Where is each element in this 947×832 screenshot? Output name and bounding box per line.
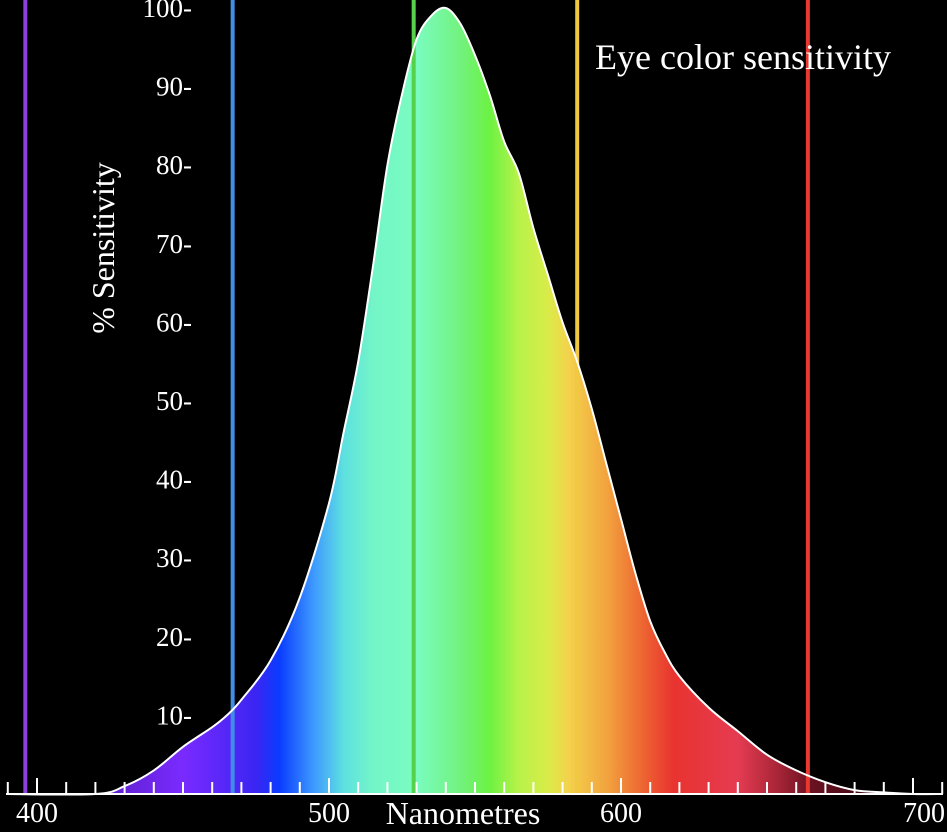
x-axis-ticks: 400 500 600 700 xyxy=(6,778,945,829)
sensitivity-area xyxy=(7,7,943,795)
y-tick-label-80: 80- xyxy=(156,150,192,180)
y-tick-label-30: 30- xyxy=(156,543,192,573)
x-tick-label-700: 700 xyxy=(903,798,945,829)
y-axis-title: % Sensitivity xyxy=(85,162,121,334)
y-tick-label-70: 70- xyxy=(156,229,192,259)
y-axis-ticks: 10- 20- 30- 40- 50- 60- 70- 80- 90- 100- xyxy=(143,0,193,730)
sensitivity-curve-outline xyxy=(6,6,944,796)
y-tick-label-20: 20- xyxy=(156,622,192,652)
x-tick-label-600: 600 xyxy=(600,798,642,829)
y-tick-label-100: 100- xyxy=(143,0,193,23)
wavelength-lines xyxy=(23,0,810,794)
x-axis-title: Nanometres xyxy=(386,795,541,831)
x-tick-label-500: 500 xyxy=(308,798,350,829)
y-tick-label-90: 90- xyxy=(156,72,192,102)
y-tick-label-60: 60- xyxy=(156,307,192,337)
y-tick-label-40: 40- xyxy=(156,465,192,495)
y-tick-label-10: 10- xyxy=(156,700,192,730)
x-tick-label-400: 400 xyxy=(16,798,58,829)
chart-title: Eye color sensitivity xyxy=(595,37,891,77)
y-tick-label-50: 50- xyxy=(156,386,192,416)
